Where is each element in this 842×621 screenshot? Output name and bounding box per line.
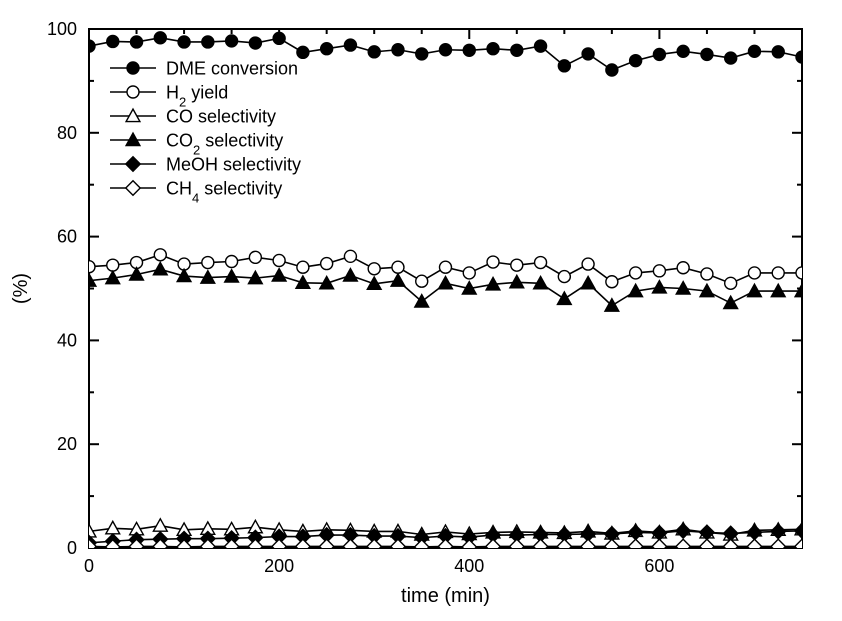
svg-text:DME conversion: DME conversion [166, 58, 298, 78]
svg-text:40: 40 [57, 330, 77, 350]
svg-text:100: 100 [47, 19, 77, 39]
svg-text:CO selectivity: CO selectivity [166, 106, 276, 126]
svg-text:80: 80 [57, 123, 77, 143]
svg-text:600: 600 [644, 556, 674, 576]
svg-text:60: 60 [57, 227, 77, 247]
chart-svg: 0 200 400 600 0 20 40 60 80 100 time (min) (%) DME c… [0, 0, 842, 621]
svg-text:200: 200 [264, 556, 294, 576]
svg-text:0: 0 [67, 538, 77, 558]
svg-text:400: 400 [454, 556, 484, 576]
svg-text:0: 0 [84, 556, 94, 576]
svg-text:(%): (%) [10, 273, 32, 304]
svg-text:20: 20 [57, 434, 77, 454]
line-chart: 0 200 400 600 0 20 40 60 80 100 time (min) (%) DME c… [0, 0, 842, 621]
svg-text:time (min): time (min) [401, 585, 490, 607]
svg-text:MeOH selectivity: MeOH selectivity [166, 154, 301, 174]
